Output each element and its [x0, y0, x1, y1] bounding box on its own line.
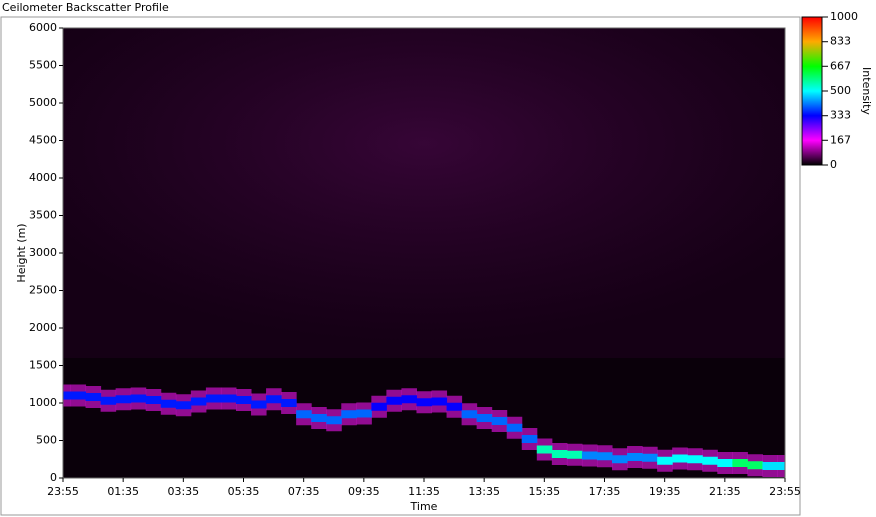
y-tick-label: 4500	[29, 134, 57, 147]
layer-cell	[672, 454, 688, 463]
layer-cell	[642, 453, 658, 462]
layer-cell	[63, 391, 72, 400]
y-axis-label: Height (m)	[15, 223, 28, 282]
colorbar-tick-label: 667	[830, 59, 851, 72]
layer-cell	[777, 462, 785, 470]
layer-cell	[205, 394, 222, 403]
layer-cell	[762, 462, 778, 470]
x-tick-label: 01:35	[107, 485, 139, 498]
layer-cell	[717, 459, 733, 467]
layer-cell	[281, 399, 297, 407]
layer-cell	[446, 402, 463, 411]
layer-cell	[687, 455, 703, 464]
y-tick-label: 3000	[29, 246, 57, 259]
layer-cell	[175, 401, 192, 410]
colorbar-tick-label: 833	[830, 35, 851, 48]
layer-cell	[115, 395, 132, 404]
x-tick-label: 05:35	[228, 485, 260, 498]
x-tick-label: 13:35	[468, 485, 500, 498]
colorbar-label: Intensity	[860, 67, 873, 115]
y-tick-label: 2000	[29, 321, 57, 334]
x-tick-label: 15:35	[528, 485, 560, 498]
layer-cell	[296, 410, 312, 419]
layer-cell	[311, 414, 327, 422]
y-tick-label: 0	[50, 471, 57, 484]
layer-cell	[416, 398, 433, 407]
chart-title: Ceilometer Backscatter Profile	[2, 1, 169, 14]
y-tick-label: 5000	[29, 96, 57, 109]
layer-cell	[747, 461, 763, 470]
y-tick-label: 5500	[29, 59, 57, 72]
layer-cell	[536, 445, 553, 454]
layer-cell	[627, 453, 643, 461]
y-tick-label: 500	[36, 434, 57, 447]
x-tick-label: 09:35	[348, 485, 380, 498]
layer-cell	[506, 423, 523, 432]
y-tick-label: 1000	[29, 396, 57, 409]
x-tick-label: 19:35	[649, 485, 681, 498]
layer-cell	[401, 395, 417, 404]
x-tick-label: 07:35	[288, 485, 320, 498]
colorbar	[801, 16, 823, 166]
layer-cell	[612, 455, 628, 464]
x-tick-label: 03:35	[167, 485, 199, 498]
layer-cell	[491, 417, 508, 425]
y-tick-label: 3500	[29, 209, 57, 222]
x-tick-label: 23:55	[47, 485, 79, 498]
layer-cell	[356, 409, 372, 418]
layer-cell	[266, 395, 282, 404]
layer-cell	[566, 450, 583, 459]
y-tick-label: 6000	[29, 21, 57, 34]
x-tick-label: 11:35	[408, 485, 440, 498]
layer-cell	[732, 459, 748, 467]
x-tick-label: 17:35	[589, 485, 621, 498]
layer-cell	[431, 397, 448, 406]
layer-cell	[100, 396, 117, 405]
y-tick-label: 1500	[29, 359, 57, 372]
plot-layer	[63, 384, 785, 477]
layer-cell	[235, 396, 252, 404]
y-tick-label: 4000	[29, 171, 57, 184]
layer-cell	[145, 396, 162, 404]
layer-cell	[461, 410, 478, 419]
x-tick-label: 23:55	[769, 485, 801, 498]
layer-cell	[521, 435, 538, 443]
layer-cell	[596, 452, 613, 461]
colorbar-tick-label: 167	[830, 133, 851, 146]
layer-cell	[386, 396, 402, 405]
layer-cell	[130, 394, 147, 403]
layer-cell	[160, 399, 177, 408]
layer-cell	[326, 416, 342, 425]
y-tick-label: 2500	[29, 284, 57, 297]
layer-cell	[85, 393, 102, 401]
layer-cell	[251, 400, 267, 409]
layer-cell	[657, 456, 673, 465]
colorbar-tick-label: 500	[830, 84, 851, 97]
x-tick-label: 21:35	[709, 485, 741, 498]
plot-haze	[63, 28, 785, 358]
layer-cell	[476, 414, 493, 422]
layer-cell	[371, 402, 387, 411]
colorbar-tick-label: 1000	[830, 10, 858, 23]
colorbar-tick-label: 0	[830, 158, 837, 171]
layer-cell	[220, 394, 237, 403]
layer-cell	[70, 391, 87, 400]
x-axis-label: Time	[410, 500, 438, 513]
layer-cell	[551, 450, 568, 458]
layer-cell	[190, 397, 207, 406]
layer-cell	[702, 456, 718, 465]
colorbar-tick-label: 333	[830, 109, 851, 122]
layer-cell	[341, 410, 357, 419]
layer-cell	[581, 451, 598, 460]
